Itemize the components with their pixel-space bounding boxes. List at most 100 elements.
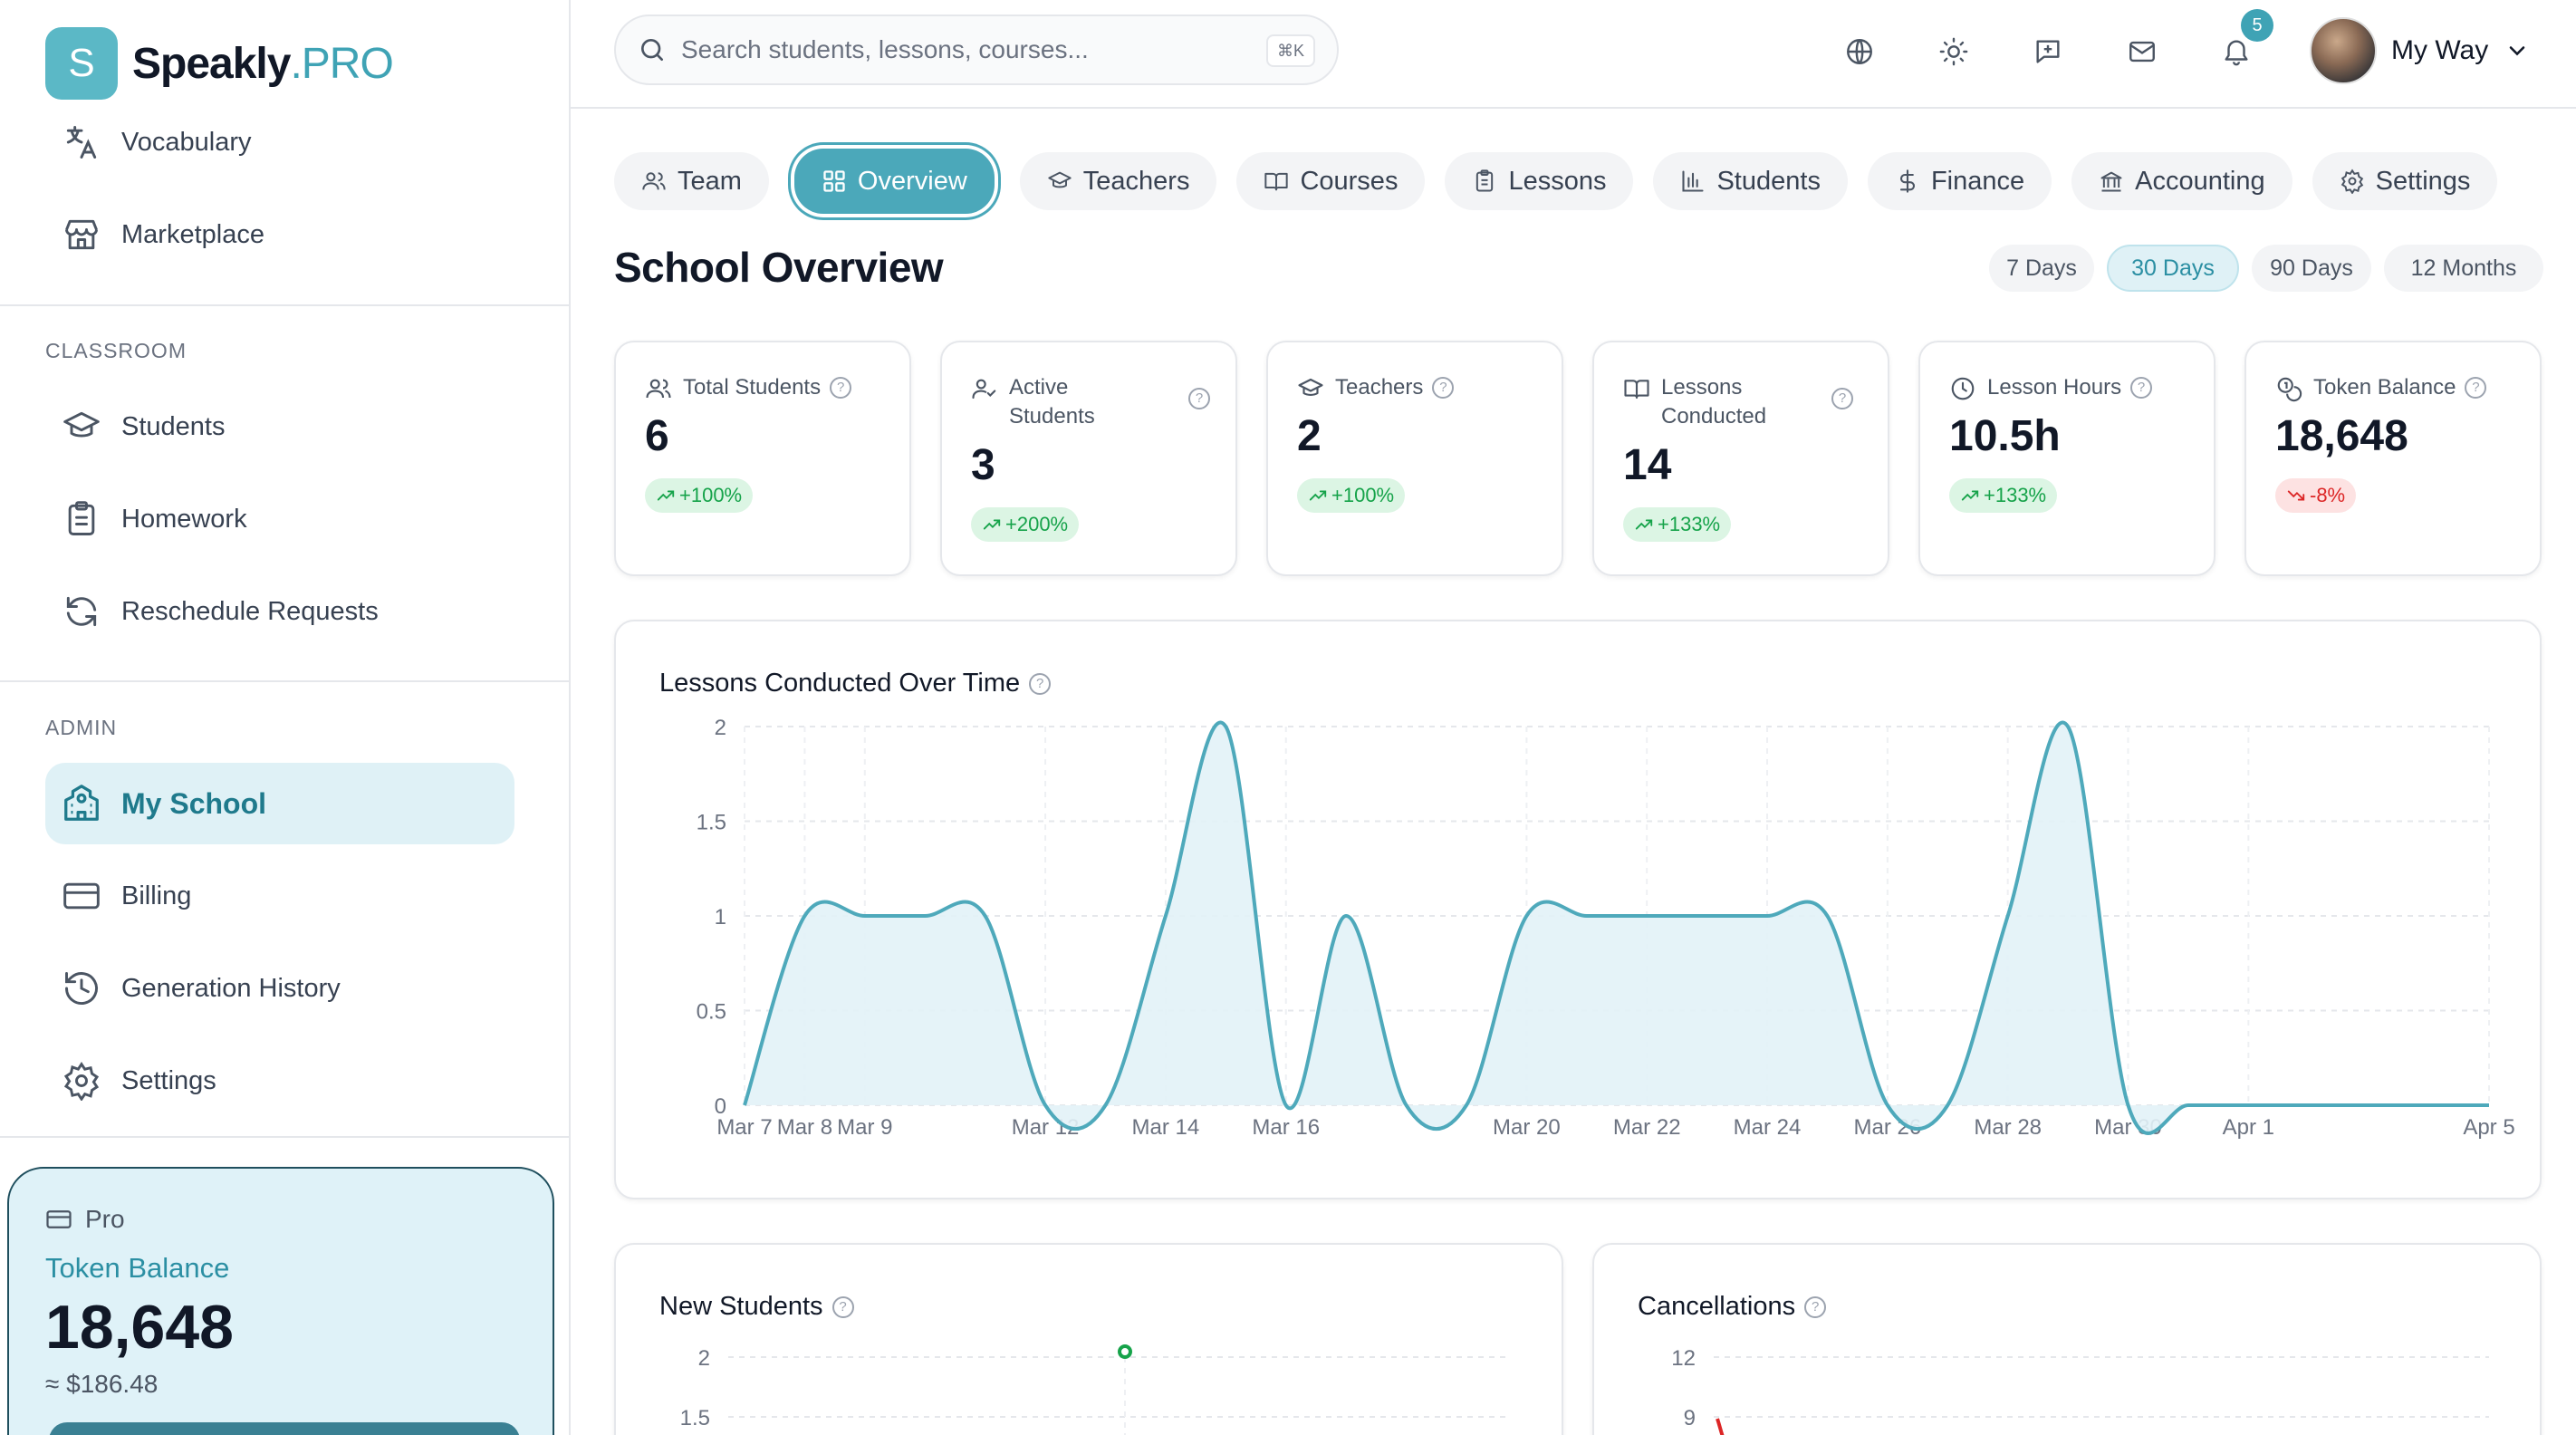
stat-value: 18,648 <box>2275 412 2408 460</box>
sidebar-item-homework[interactable]: Homework <box>45 478 514 560</box>
tab-students[interactable]: Students <box>1653 152 1848 210</box>
x-tick-label: Apr 1 <box>2223 1115 2274 1140</box>
mail-icon[interactable] <box>2121 31 2163 72</box>
tab-courses[interactable]: Courses <box>1236 152 1426 210</box>
tab-overview[interactable]: Overview <box>793 149 995 214</box>
y-tick-label: 2 <box>698 1346 710 1371</box>
range-30-days[interactable]: 30 Days <box>2107 245 2239 292</box>
search-input[interactable] <box>681 35 1225 64</box>
globe-icon[interactable] <box>1839 31 1880 72</box>
trending-down-icon <box>2286 486 2306 506</box>
stat-label-text: Token Balance <box>2313 375 2456 400</box>
sidebar-item-label: Generation History <box>121 973 341 1003</box>
stat-card-lessons-conducted: Lessons Conducted ? 14 +133% <box>1592 341 1889 576</box>
tab-teachers[interactable]: Teachers <box>1019 152 1217 210</box>
sidebar-item-billing[interactable]: Billing <box>45 855 514 937</box>
bell-icon[interactable] <box>2216 31 2257 72</box>
top-bar: ⌘K 5 My Way <box>571 0 2576 109</box>
x-tick-label: Mar 8 <box>777 1115 832 1140</box>
token-balance-title: Token Balance <box>45 1252 230 1284</box>
stat-change-badge: +200% <box>971 507 1080 542</box>
stat-label-text: Lessons Conducted <box>1661 375 1767 429</box>
tab-label: Courses <box>1300 166 1399 196</box>
stat-change-badge: +100% <box>1297 478 1406 513</box>
graduation-cap-icon <box>1297 375 1324 402</box>
sidebar-item-students[interactable]: Students <box>45 386 514 467</box>
tab-label: Settings <box>2375 166 2471 196</box>
bar-chart-icon <box>1680 169 1706 194</box>
sidebar-item-generation-history[interactable]: Generation History <box>45 948 514 1029</box>
sidebar-item-label: Billing <box>121 881 192 910</box>
coins-icon <box>2275 375 2302 402</box>
range-7-days[interactable]: 7 Days <box>1989 245 2094 292</box>
range-90-days[interactable]: 90 Days <box>2252 245 2371 292</box>
stat-value: 14 <box>1623 441 1672 489</box>
tab-finance[interactable]: Finance <box>1867 152 2052 210</box>
x-tick-label: Mar 9 <box>837 1115 892 1140</box>
chart-title-text: New Students <box>659 1292 823 1321</box>
user-menu[interactable]: My Way <box>2310 16 2530 85</box>
stat-label: Total Students ? <box>645 373 852 402</box>
help-icon[interactable]: ? <box>1432 377 1455 399</box>
chart-title: Cancellations ? <box>1638 1292 1827 1322</box>
help-icon[interactable]: ? <box>830 377 852 399</box>
credit-card-icon <box>45 1206 72 1233</box>
user-check-icon <box>971 375 998 402</box>
tab-team[interactable]: Team <box>614 152 769 210</box>
store-icon <box>60 213 103 256</box>
range-12-months[interactable]: 12 Months <box>2384 245 2543 292</box>
gear-icon <box>60 1059 103 1103</box>
section-label-admin: ADMIN <box>45 716 118 739</box>
y-tick-label: 1.5 <box>680 1406 710 1430</box>
y-tick-label: 0.5 <box>697 1000 726 1025</box>
sidebar-item-my-school[interactable]: My School <box>45 763 514 844</box>
search-box[interactable]: ⌘K <box>614 14 1339 85</box>
series-line <box>743 720 2489 1135</box>
help-icon[interactable]: ? <box>2465 377 2487 399</box>
sidebar-item-vocabulary[interactable]: Vocabulary <box>45 101 514 183</box>
tab-accounting[interactable]: Accounting <box>2071 152 2292 210</box>
help-icon[interactable]: ? <box>831 1295 854 1318</box>
help-icon[interactable]: ? <box>1804 1295 1827 1318</box>
chart-title: New Students ? <box>659 1292 854 1322</box>
tab-settings[interactable]: Settings <box>2312 152 2498 210</box>
trending-up-icon <box>1634 515 1654 535</box>
sidebar-item-label: Vocabulary <box>121 127 252 157</box>
graduation-cap-icon <box>60 405 103 448</box>
stat-change: +100% <box>1331 484 1395 506</box>
chart-title: Lessons Conducted Over Time ? <box>659 669 1052 698</box>
user-name: My Way <box>2391 35 2489 65</box>
y-tick-label: 1.5 <box>697 811 726 835</box>
feedback-icon[interactable] <box>2027 31 2069 72</box>
sidebar-item-marketplace[interactable]: Marketplace <box>45 194 514 275</box>
school-icon <box>60 782 103 825</box>
stat-label-text: Active Students <box>1009 375 1095 429</box>
sidebar-item-settings[interactable]: Settings <box>45 1040 514 1122</box>
sidebar-item-reschedule-requests[interactable]: Reschedule Requests <box>45 571 514 652</box>
sidebar-divider <box>0 304 569 306</box>
stat-value: 6 <box>645 412 669 460</box>
stat-label: Lessons Conducted ? <box>1623 373 1877 431</box>
sun-icon[interactable] <box>1933 31 1975 72</box>
buy-tokens-button[interactable] <box>49 1422 520 1435</box>
help-icon[interactable]: ? <box>2130 377 2153 399</box>
stat-change: +133% <box>1984 484 2047 506</box>
tab-lessons[interactable]: Lessons <box>1445 152 1634 210</box>
section-label-classroom: CLASSROOM <box>45 339 187 362</box>
search-icon <box>638 35 667 64</box>
stat-change-badge: +133% <box>1623 507 1732 542</box>
trending-up-icon <box>656 486 676 506</box>
users-icon <box>645 375 672 402</box>
new-students-chart-card: New Students ? 2 1.5 <box>614 1243 1563 1435</box>
help-icon[interactable]: ? <box>1188 388 1210 409</box>
app-name-main: Speakly <box>132 39 291 88</box>
x-tick-label: Mar 7 <box>716 1115 772 1140</box>
app-logo[interactable]: S Speakly.PRO <box>45 27 394 100</box>
help-icon[interactable]: ? <box>1029 672 1052 695</box>
help-icon[interactable]: ? <box>1831 388 1853 409</box>
cancellations-chart: 12 9 <box>1671 1346 2489 1435</box>
tab-label: Lessons <box>1508 166 1607 196</box>
users-icon <box>641 169 667 194</box>
clipboard-icon <box>60 497 103 541</box>
